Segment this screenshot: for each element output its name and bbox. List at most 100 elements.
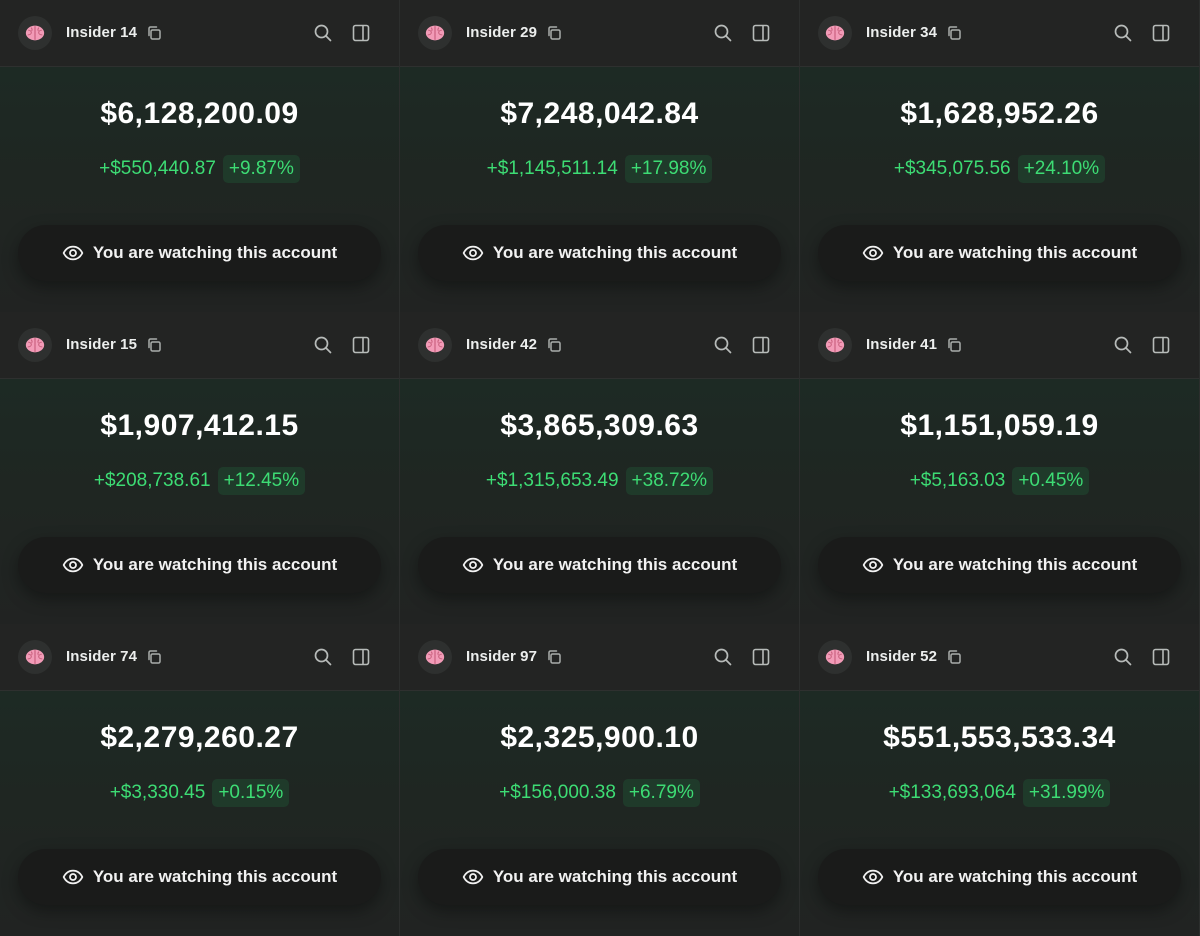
change-row: +$133,693,064 +31.99% [800,779,1199,807]
avatar[interactable] [418,328,452,362]
brain-icon [25,649,45,665]
search-icon[interactable] [313,335,333,355]
watching-button[interactable]: You are watching this account [818,225,1181,281]
eye-icon [62,245,84,261]
copy-icon[interactable] [146,25,162,41]
sidebar-toggle-icon[interactable] [351,647,371,667]
avatar[interactable] [818,16,852,50]
brain-icon [425,649,445,665]
sidebar-toggle-icon[interactable] [1151,647,1171,667]
sidebar-toggle-icon[interactable] [751,335,771,355]
eye-icon [62,869,84,885]
panel-body: $1,907,412.15 +$208,738.61 +12.45% You a… [0,379,399,624]
account-balance: $2,325,900.10 [500,721,699,754]
watching-button[interactable]: You are watching this account [418,849,781,905]
copy-icon[interactable] [146,337,162,353]
brain-icon [825,337,845,353]
change-percent-badge: +12.45% [217,467,306,495]
panel-header: Insider 52 [800,624,1199,691]
search-icon[interactable] [1113,647,1133,667]
eye-icon [462,245,484,261]
copy-icon[interactable] [546,25,562,41]
avatar[interactable] [18,328,52,362]
watching-label: You are watching this account [492,243,738,262]
change-amount: +$1,315,653.49 [485,470,619,491]
sidebar-toggle-icon[interactable] [751,23,771,43]
watching-button[interactable]: You are watching this account [418,225,781,281]
watching-button[interactable]: You are watching this account [18,537,381,593]
watching-button[interactable]: You are watching this account [18,849,381,905]
change-percent-badge: +6.79% [622,779,700,807]
account-panel: Insider 74 $2,279,260.27 +$3,330.45 +0.1… [0,624,400,936]
panel-body: $6,128,200.09 +$550,440.87 +9.87% You ar… [0,67,399,312]
search-icon[interactable] [1113,23,1133,43]
account-panel: Insider 15 $1,907,412.15 +$208,738.61 +1… [0,312,400,624]
watching-label: You are watching this account [892,867,1138,886]
panel-header: Insider 74 [0,624,399,691]
avatar[interactable] [818,640,852,674]
change-row: +$1,315,653.49 +38.72% [400,467,799,495]
search-icon[interactable] [313,647,333,667]
account-balance: $2,279,260.27 [100,721,299,754]
copy-icon[interactable] [946,649,962,665]
panel-body: $1,628,952.26 +$345,075.56 +24.10% You a… [800,67,1199,312]
copy-icon[interactable] [946,337,962,353]
sidebar-toggle-icon[interactable] [351,23,371,43]
panel-header: Insider 41 [800,312,1199,379]
avatar[interactable] [418,16,452,50]
account-name: Insider 97 [466,648,538,665]
copy-icon[interactable] [146,649,162,665]
sidebar-toggle-icon[interactable] [751,647,771,667]
watching-label: You are watching this account [492,867,738,886]
change-row: +$3,330.45 +0.15% [0,779,399,807]
change-amount: +$1,145,511.14 [486,158,618,179]
panel-body: $1,151,059.19 +$5,163.03 +0.45% You are … [800,379,1199,624]
account-balance: $1,151,059.19 [900,409,1099,442]
panel-header: Insider 29 [400,0,799,67]
panel-body: $7,248,042.84 +$1,145,511.14 +17.98% You… [400,67,799,312]
change-amount: +$345,075.56 [893,158,1011,179]
change-row: +$208,738.61 +12.45% [0,467,399,495]
panel-header: Insider 14 [0,0,399,67]
copy-icon[interactable] [546,649,562,665]
sidebar-toggle-icon[interactable] [351,335,371,355]
account-balance: $6,128,200.09 [100,97,299,130]
account-balance: $551,553,533.34 [883,721,1116,754]
panel-header: Insider 15 [0,312,399,379]
watching-button[interactable]: You are watching this account [818,537,1181,593]
avatar[interactable] [18,16,52,50]
change-percent-badge: +38.72% [625,467,714,495]
watching-button[interactable]: You are watching this account [418,537,781,593]
account-name: Insider 14 [66,24,138,41]
eye-icon [462,869,484,885]
sidebar-toggle-icon[interactable] [1151,23,1171,43]
watching-button[interactable]: You are watching this account [18,225,381,281]
change-amount: +$208,738.61 [93,470,211,491]
sidebar-toggle-icon[interactable] [1151,335,1171,355]
change-row: +$345,075.56 +24.10% [800,155,1199,183]
watching-label: You are watching this account [492,555,738,574]
avatar[interactable] [18,640,52,674]
avatar[interactable] [818,328,852,362]
search-icon[interactable] [1113,335,1133,355]
account-name: Insider 74 [66,648,138,665]
copy-icon[interactable] [546,337,562,353]
eye-icon [862,557,884,573]
change-amount: +$156,000.38 [499,782,616,803]
watching-label: You are watching this account [892,555,1138,574]
panel-body: $2,325,900.10 +$156,000.38 +6.79% You ar… [400,691,799,936]
copy-icon[interactable] [946,25,962,41]
search-icon[interactable] [713,23,733,43]
account-balance: $7,248,042.84 [500,97,699,130]
brain-icon [825,649,845,665]
watching-button[interactable]: You are watching this account [818,849,1181,905]
search-icon[interactable] [713,335,733,355]
eye-icon [62,557,84,573]
avatar[interactable] [418,640,452,674]
search-icon[interactable] [313,23,333,43]
brain-icon [425,25,445,41]
watching-label: You are watching this account [92,867,338,886]
search-icon[interactable] [713,647,733,667]
watching-label: You are watching this account [92,555,338,574]
